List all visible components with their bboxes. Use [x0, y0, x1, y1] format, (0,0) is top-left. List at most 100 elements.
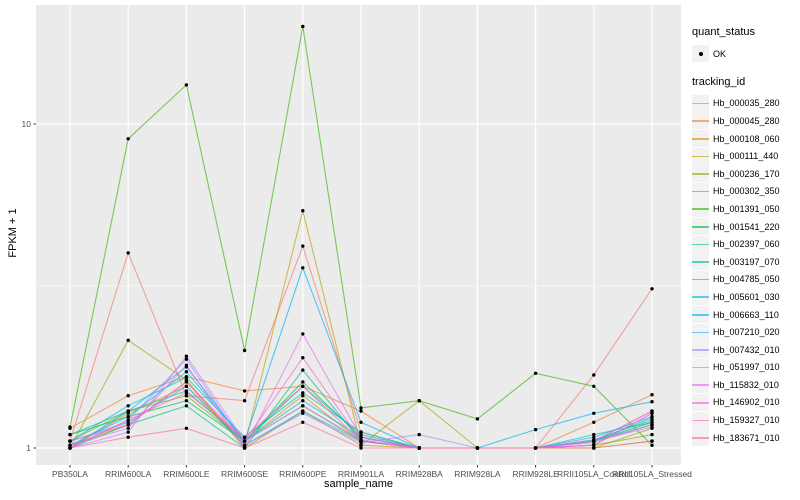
legend-line-icon: [692, 261, 709, 263]
data-point: [592, 411, 596, 415]
legend-item-label: Hb_001541_220: [713, 221, 780, 232]
data-point: [359, 409, 363, 413]
legend-key-swatch: [692, 182, 709, 200]
legend-item-Hb_007432_010: Hb_007432_010: [692, 341, 800, 359]
data-point: [126, 418, 130, 422]
data-point: [650, 443, 654, 447]
legend-key-swatch: [692, 429, 709, 447]
legend-item-label: Hb_005601_030: [713, 291, 780, 302]
legend-item-Hb_000108_060: Hb_000108_060: [692, 130, 800, 148]
data-point: [184, 391, 189, 395]
data-point: [184, 354, 189, 358]
data-point: [301, 391, 305, 395]
legend-line-icon: [692, 278, 709, 281]
legend-line-icon: [692, 120, 709, 123]
legend-line-icon: [692, 331, 709, 334]
data-point: [359, 430, 363, 434]
legend-item-Hb_051997_010: Hb_051997_010: [692, 358, 800, 377]
data-point: [126, 430, 130, 434]
data-point: [359, 406, 363, 410]
x-tick-label: RRIM901LA: [338, 469, 385, 479]
legend-item-label: Hb_051997_010: [713, 362, 780, 373]
legend-line-icon: [692, 155, 709, 158]
legend-item-Hb_146902_010: Hb_146902_010: [692, 393, 800, 412]
data-point: [184, 399, 189, 403]
x-axis-title: sample_name: [323, 478, 394, 490]
x-tick-label: RRIM600SE: [221, 469, 269, 479]
data-point: [650, 425, 654, 429]
legend: quant_status OK tracking_id Hb_000035_28…: [692, 26, 800, 447]
data-point: [242, 439, 247, 443]
data-point: [475, 446, 480, 450]
data-point: [650, 411, 654, 415]
data-point: [301, 404, 305, 408]
legend-item-Hb_000302_350: Hb_000302_350: [692, 182, 800, 201]
legend-line-icon: [692, 314, 709, 316]
legend-item-label: Hb_159327_010: [713, 415, 780, 426]
data-point: [68, 446, 72, 450]
legend-key-swatch: [692, 94, 709, 112]
data-point: [126, 426, 130, 430]
legend-line-icon: [692, 296, 709, 299]
legend-key-swatch: [692, 270, 709, 288]
legend-line-icon: [692, 226, 709, 228]
legend-line-icon: [692, 173, 709, 175]
legend-key-swatch: [692, 147, 709, 165]
data-point: [301, 266, 305, 270]
data-point: [592, 440, 596, 445]
x-tick-label: RRIM928LE: [512, 469, 559, 479]
data-point: [592, 435, 596, 439]
data-point: [301, 420, 305, 424]
data-point: [359, 446, 363, 450]
data-point: [592, 446, 596, 450]
legend-item-label: Hb_002397_060: [713, 239, 780, 250]
data-point: [359, 435, 363, 439]
legend-item-Hb_000236_170: Hb_000236_170: [692, 165, 800, 183]
data-point: [184, 404, 189, 408]
data-point: [68, 439, 72, 443]
legend-line-icon: [692, 437, 709, 439]
data-point: [301, 244, 305, 248]
legend-key-swatch: [692, 200, 709, 218]
legend-item-label: Hb_003197_070: [713, 256, 780, 267]
legend-item-Hb_001541_220: Hb_001541_220: [692, 218, 800, 236]
data-point: [301, 394, 305, 398]
data-point: [650, 287, 654, 291]
legend-item-Hb_002397_060: Hb_002397_060: [692, 235, 800, 253]
data-point: [359, 432, 363, 437]
data-point: [417, 432, 421, 437]
legend-line-icon: [692, 102, 709, 105]
data-point: [359, 443, 363, 447]
legend-key-swatch: [692, 341, 709, 359]
x-tick-label: RRIM600PE: [279, 469, 327, 479]
data-point: [68, 425, 72, 429]
data-point: [592, 443, 596, 447]
legend-key-swatch: [692, 288, 709, 306]
legend-key-swatch: [692, 218, 709, 236]
legend-line-icon: [692, 419, 709, 422]
legend-item-Hb_183671_010: Hb_183671_010: [692, 429, 800, 447]
x-tick-label: RRIM928LA: [454, 469, 501, 479]
legend-key-swatch: [692, 411, 709, 429]
data-point: [242, 443, 247, 447]
legend-item-label: Hb_006663_110: [713, 309, 779, 320]
legend-item-label: Hb_000111_440: [713, 151, 779, 162]
legend-line-icon: [692, 190, 709, 193]
legend-item-Hb_004785_050: Hb_004785_050: [692, 270, 800, 289]
legend-item-Hb_007210_020: Hb_007210_020: [692, 323, 800, 341]
legend-item-label: Hb_000302_350: [713, 186, 780, 197]
x-tick-label: RRIM600LE: [163, 469, 210, 479]
data-point: [184, 375, 189, 380]
data-point: [301, 368, 305, 372]
data-point: [242, 435, 247, 439]
data-point: [126, 414, 130, 419]
data-point: [592, 432, 596, 437]
legend-title-tracking-id: tracking_id: [692, 75, 746, 88]
legend-key-swatch: [692, 376, 709, 394]
data-point: [301, 209, 305, 213]
data-point: [359, 439, 363, 443]
legend-item-Hb_159327_010: Hb_159327_010: [692, 411, 800, 429]
legend-line-icon: [692, 243, 709, 246]
data-point: [301, 384, 305, 388]
